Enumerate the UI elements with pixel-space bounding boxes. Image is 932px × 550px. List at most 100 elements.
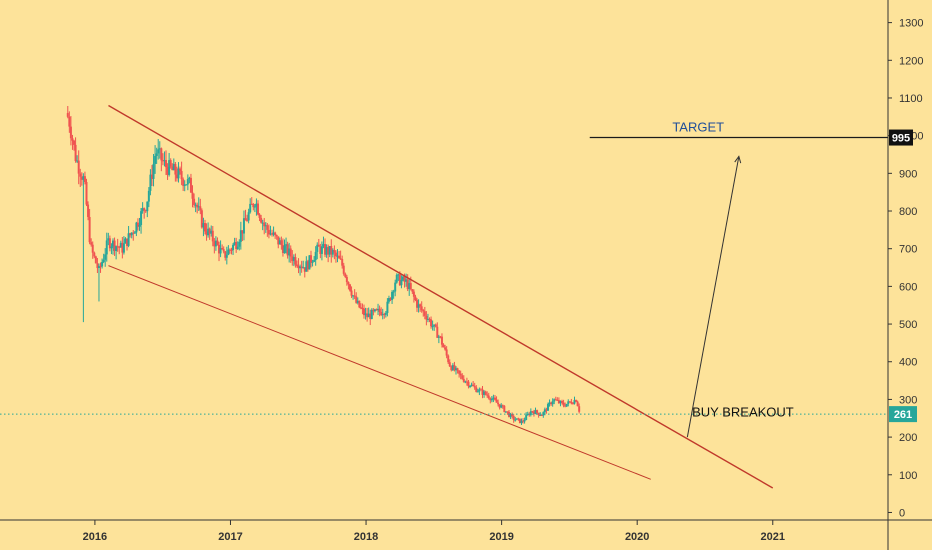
- candle-body: [394, 282, 397, 292]
- candle-body: [244, 218, 247, 221]
- candle-body: [82, 176, 85, 180]
- candle-body: [263, 222, 266, 227]
- candle-body: [447, 355, 450, 363]
- y-tick-label: 0: [899, 507, 905, 519]
- candle-body: [183, 184, 186, 186]
- target-price-badge: [889, 129, 913, 146]
- candle-body: [171, 166, 174, 171]
- candle-body: [578, 406, 581, 412]
- lower-trendline: [108, 265, 651, 480]
- candle-body: [334, 252, 337, 257]
- candle-body: [378, 308, 381, 312]
- candle-body: [73, 140, 76, 145]
- candle-body: [133, 232, 136, 234]
- candle-body: [353, 295, 356, 297]
- candle-body: [113, 240, 116, 252]
- candle-body: [281, 245, 284, 254]
- candle-body: [314, 251, 317, 261]
- candle-body: [210, 230, 213, 234]
- candle-body: [525, 415, 528, 420]
- candle-body: [531, 411, 534, 413]
- candle-body: [409, 283, 412, 290]
- candle-body: [235, 241, 238, 249]
- candle-body: [412, 291, 415, 297]
- annotation-lines-layer: [0, 104, 888, 489]
- candle-body: [448, 362, 451, 367]
- candle-body: [283, 245, 286, 254]
- candle-body: [205, 231, 208, 236]
- candle-body: [383, 314, 386, 316]
- candle-body: [233, 241, 236, 245]
- candle-body: [180, 171, 183, 180]
- candle-body: [258, 214, 261, 218]
- candle-body: [536, 410, 539, 413]
- candle-body: [361, 307, 364, 309]
- candle-body: [400, 279, 403, 286]
- candle-body: [575, 400, 578, 402]
- candle-body: [355, 296, 358, 303]
- candle-body: [179, 168, 182, 172]
- candle-body: [105, 240, 108, 255]
- candle-body: [567, 401, 570, 404]
- candle-body: [300, 266, 303, 268]
- candle-body: [387, 298, 390, 302]
- candle-body: [66, 113, 69, 117]
- candle-body: [155, 153, 158, 156]
- candle-body: [96, 263, 99, 269]
- candle-body: [246, 220, 249, 222]
- candle-body: [255, 203, 258, 207]
- candle-body: [484, 391, 487, 395]
- candle-body: [311, 261, 314, 263]
- target-price-label: 995: [892, 133, 910, 145]
- candle-body: [564, 405, 567, 407]
- candle-body: [327, 247, 330, 255]
- candle-body: [118, 246, 121, 248]
- candle-body: [503, 405, 506, 412]
- candle-body: [227, 249, 230, 255]
- candle-body: [207, 228, 210, 236]
- candle-body: [414, 296, 417, 301]
- candle-body: [545, 409, 548, 411]
- candle-body: [264, 225, 267, 227]
- candle-body: [122, 243, 125, 253]
- candle-body: [277, 236, 280, 245]
- candle-body: [356, 300, 359, 303]
- candle-body: [333, 249, 336, 253]
- breakout-arrow-head: [734, 155, 742, 164]
- candle-body: [186, 179, 189, 185]
- y-tick-label: 600: [899, 281, 917, 293]
- candle-body: [481, 389, 484, 395]
- candle-body: [518, 418, 521, 423]
- candle-body: [165, 160, 168, 168]
- candle-body: [417, 304, 420, 308]
- candle-body: [397, 274, 400, 276]
- x-tick-label: 2021: [761, 531, 785, 543]
- candle-body: [271, 233, 274, 235]
- candle-body: [124, 238, 127, 244]
- candle-body: [143, 208, 146, 211]
- candle-body: [108, 238, 111, 249]
- candle-body: [504, 411, 507, 413]
- y-tick-label: 500: [899, 319, 917, 331]
- candle-body: [197, 206, 200, 208]
- candle-body: [515, 418, 518, 420]
- candle-body: [288, 248, 291, 256]
- candle-body: [369, 313, 372, 319]
- candle-body: [208, 228, 211, 234]
- candle-body: [199, 206, 202, 211]
- candle-body: [269, 233, 272, 235]
- candle-body: [436, 326, 439, 338]
- candle-body: [442, 344, 445, 348]
- candle-body: [252, 204, 255, 208]
- current-price-badge: [889, 406, 917, 423]
- candle-body: [160, 148, 163, 161]
- candle-body: [476, 391, 479, 393]
- candle-body: [344, 273, 347, 277]
- candle-body: [76, 160, 79, 162]
- candle-body: [193, 198, 196, 205]
- candle-body: [94, 256, 97, 264]
- candle-body: [93, 252, 96, 257]
- candle-body: [79, 173, 82, 177]
- candle-body: [487, 395, 490, 399]
